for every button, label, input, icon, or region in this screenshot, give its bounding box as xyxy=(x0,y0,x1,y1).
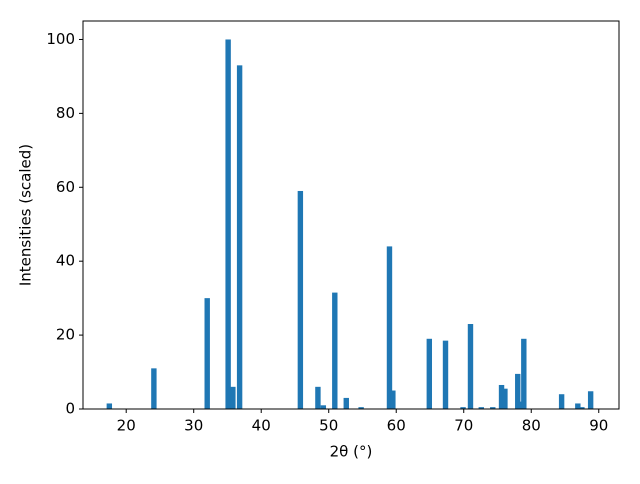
bar xyxy=(225,39,231,409)
bar xyxy=(502,388,508,409)
bar xyxy=(490,407,496,409)
y-tick-label: 60 xyxy=(56,178,75,196)
bar xyxy=(230,386,236,409)
y-tick-label: 20 xyxy=(56,326,75,344)
x-tick-label: 50 xyxy=(319,417,338,435)
bar xyxy=(579,407,585,409)
bar xyxy=(332,292,338,409)
plot-frame xyxy=(82,20,620,410)
bar xyxy=(498,384,505,409)
x-tick-label: 40 xyxy=(252,417,271,435)
bar xyxy=(386,246,393,409)
bar xyxy=(442,340,449,409)
bar xyxy=(467,324,474,409)
x-axis-label: 2θ (°) xyxy=(330,443,373,461)
bar xyxy=(558,394,565,409)
bar xyxy=(204,298,210,409)
x-tick-label: 70 xyxy=(454,417,473,435)
bar xyxy=(460,407,466,409)
bar xyxy=(478,407,484,409)
y-axis-label: Intensities (scaled) xyxy=(17,144,35,286)
bar xyxy=(320,405,327,409)
bar xyxy=(151,368,157,409)
bar xyxy=(343,397,349,409)
y-tick-label: 0 xyxy=(65,400,75,418)
bar xyxy=(390,390,396,409)
y-tick-label: 40 xyxy=(56,252,75,270)
bar xyxy=(315,386,321,409)
bar xyxy=(236,65,243,409)
x-tick-label: 30 xyxy=(184,417,203,435)
y-tick-label: 100 xyxy=(46,30,75,48)
y-tick-label: 80 xyxy=(56,104,75,122)
bar xyxy=(521,338,527,409)
bar xyxy=(297,190,304,409)
bar xyxy=(575,403,581,409)
bar xyxy=(358,407,364,409)
bar xyxy=(587,391,594,409)
x-tick-label: 90 xyxy=(589,417,608,435)
bar xyxy=(426,338,433,409)
bar xyxy=(515,373,521,409)
x-tick-label: 80 xyxy=(522,417,541,435)
bar xyxy=(106,403,113,409)
x-tick-label: 60 xyxy=(387,417,406,435)
x-tick-label: 20 xyxy=(117,417,136,435)
